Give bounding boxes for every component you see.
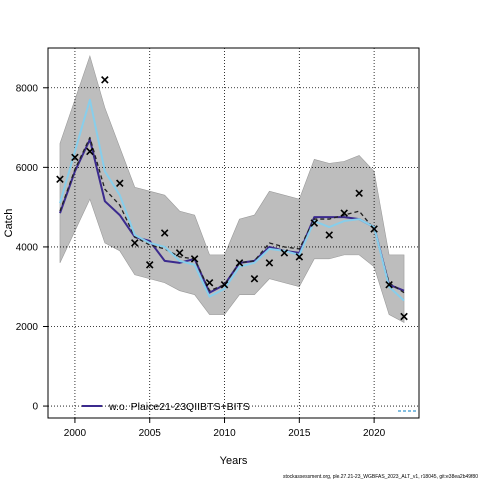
- observation-point-2006: [160, 229, 169, 237]
- y-tick-label-2000: 2000: [16, 322, 39, 333]
- axis-layer: 2000 2005 2010 2015 2020 0 2000 4000 6000 8000: [16, 83, 386, 439]
- observation-mark-b-2007: [175, 249, 184, 257]
- observation-mark-b-2013: [265, 259, 274, 267]
- observation-point-2002: [101, 76, 109, 84]
- confidence-band: [59, 54, 405, 324]
- y-tick-label-4000: 4000: [16, 242, 39, 253]
- observation-mark-b-2010: [220, 280, 229, 289]
- observation-point-2012: [250, 274, 259, 283]
- observation-points-layer: [56, 76, 408, 321]
- observation-point-2010: [220, 280, 229, 289]
- observation-mark-b-2017: [325, 231, 334, 239]
- series-line-3: [59, 98, 405, 302]
- observation-mark-b-2018: [340, 209, 348, 217]
- observation-mark-b-1999: [56, 175, 64, 184]
- observation-mark-b-2021: [385, 280, 393, 289]
- observation-point-2005: [145, 261, 154, 269]
- observation-mark-b-2020: [370, 225, 378, 233]
- observation-point-2019: [355, 189, 363, 197]
- observation-point-2009: [205, 278, 214, 287]
- observation-mark-b-2014: [280, 249, 289, 257]
- legend-label-series-1: w.o. Plaice21-23QIIBTS+BITS: [108, 401, 250, 413]
- x-tick-label-2015: 2015: [288, 428, 311, 439]
- observation-point-2008: [190, 255, 199, 263]
- observation-mark-b-2008: [190, 255, 199, 263]
- observation-point-2007: [175, 249, 184, 257]
- observation-mark-b-2001: [86, 147, 94, 156]
- observation-point-2014: [280, 249, 289, 257]
- observation-point-2018: [340, 209, 348, 217]
- observation-mark-b-2011: [235, 259, 244, 267]
- observation-mark-b-2012: [250, 274, 259, 283]
- observation-point-2017: [325, 231, 334, 239]
- observation-mark-b-2019: [355, 189, 363, 197]
- observation-mark-b-2000: [71, 153, 79, 162]
- observation-mark-b-2005: [145, 261, 154, 269]
- confidence-band-layer: [59, 54, 405, 324]
- footer-credit: stockassessment.org, ple.27.21-23_WGBFAS…: [283, 474, 478, 480]
- observation-mark-b-2015: [295, 253, 304, 261]
- observation-mark-b-2009: [205, 278, 214, 287]
- observation-point-2022: [400, 312, 408, 321]
- series-layer: [59, 98, 405, 302]
- x-tick-label-2020: 2020: [363, 428, 386, 439]
- observation-mark-b-2003: [116, 179, 124, 188]
- observation-mark-b-2006: [160, 229, 169, 237]
- plot-frame: [47, 47, 420, 419]
- y-tick-label-6000: 6000: [16, 163, 39, 174]
- observation-mark-b-2016: [310, 219, 319, 227]
- x-tick-label-2000: 2000: [64, 428, 87, 439]
- observation-point-2001: [86, 147, 94, 156]
- observation-point-2015: [295, 253, 304, 261]
- observation-mark-b-2022: [400, 312, 408, 321]
- y-axis-title: Catch: [3, 209, 15, 238]
- observation-point-1999: [56, 175, 64, 184]
- observation-point-2016: [310, 219, 319, 227]
- observation-point-2000: [71, 153, 79, 162]
- observation-point-2013: [265, 259, 274, 267]
- y-tick-label-8000: 8000: [16, 83, 39, 94]
- grid-layer: [48, 48, 419, 418]
- x-tick-label-2005: 2005: [139, 428, 162, 439]
- observation-point-2011: [235, 259, 244, 267]
- observation-point-2021: [385, 280, 393, 289]
- x-tick-label-2010: 2010: [213, 428, 236, 439]
- observation-point-2004: [131, 239, 139, 247]
- y-tick-label-0: 0: [32, 402, 38, 413]
- observation-mark-b-2004: [131, 239, 139, 247]
- legend: w.o. Plaice21-23QIIBTS+BITS: [82, 401, 418, 413]
- observation-point-2020: [370, 225, 378, 233]
- observation-mark-b-2002: [101, 76, 109, 84]
- observation-point-2003: [116, 179, 124, 188]
- series-line-1: [59, 138, 405, 294]
- x-axis-title: Years: [220, 455, 248, 467]
